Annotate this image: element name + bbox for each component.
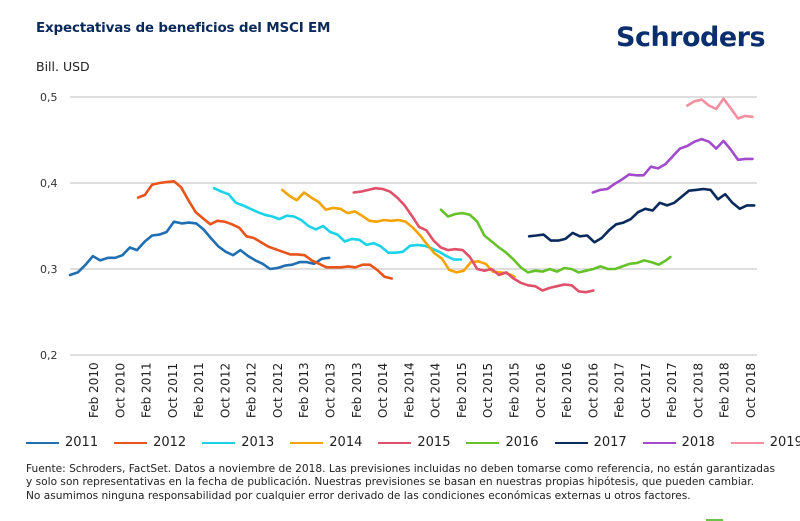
x-tick-label: Oct 2013 [324,363,338,418]
legend-swatch [378,441,412,444]
x-tick-label: Oct 2012 [218,363,232,418]
gridlines [70,96,757,356]
series-line-2011 [68,220,331,277]
y-tick-label: 0,2 [40,349,58,362]
y-tick-label: 0,5 [40,91,58,104]
legend-swatch [114,441,148,444]
series-line-2013 [212,186,463,261]
legend-swatch [554,441,588,444]
x-tick-label: Feb 2011 [192,362,206,418]
legend-swatch [290,441,324,444]
legend-item-2011: 2011 [26,435,98,450]
legend-label: 2017 [593,435,627,450]
series-line-2019 [685,97,754,120]
schroders-logo: Schroders [616,22,766,53]
legend-item-2015: 2015 [378,435,450,450]
legend-label: 2016 [505,435,539,450]
legend-item-2013: 2013 [202,435,274,450]
x-tick-label: Feb 2010 [87,362,101,418]
x-tick-label: Feb 2011 [140,362,154,418]
y-tick-labels: 0,2 0,3 0,4 0,5 [40,91,58,362]
footnote-line: No asumimos ninguna responsabilidad por … [26,489,691,502]
legend-label: 2013 [241,435,275,450]
x-tick-label: Feb 2013 [350,362,364,418]
x-tick-label: Oct 2014 [376,363,390,418]
x-tick-label: Feb 2012 [245,362,259,418]
chart-title: Expectativas de beneficios del MSCI EM [36,20,331,36]
legend-item-2016: 2016 [466,435,539,450]
x-tick-label: Oct 2018 [691,363,705,418]
legend-swatch [730,441,764,444]
y-axis-unit-label: Bill. USD [36,59,90,74]
legend-item-2017: 2017 [554,435,627,450]
series-line-2012 [136,180,393,280]
x-tick-labels: Feb 2010 Oct 2010 Feb 2011 Oct 2011 Feb 2011… [87,362,758,418]
corner-accent-mark [706,519,723,521]
series-line-2015 [352,186,595,294]
legend-item-2012: 2012 [114,435,186,450]
x-tick-label: Feb 2018 [718,362,732,418]
legend-item-2014: 2014 [290,435,362,450]
x-tick-label: Feb 2014 [402,362,416,418]
legend-label: 2015 [417,435,451,450]
x-tick-label: Feb 2016 [560,362,574,418]
x-tick-label: Oct 2014 [429,363,443,418]
legend-item-2018: 2018 [642,435,715,450]
x-tick-label: Feb 2015 [507,362,521,418]
y-tick-label: 0,4 [40,177,58,190]
x-tick-label: Oct 2016 [586,363,600,418]
legend: 2011 2012 2013 2014 2015 2016 2017 2018 2019 [26,435,800,450]
footnote: Fuente: Schroders, FactSet. Datos a novi… [26,463,786,503]
x-tick-label: Feb 2013 [297,362,311,418]
x-tick-label: Feb 2017 [665,362,679,418]
series-line-2018 [591,137,754,194]
legend-label: 2012 [153,435,187,450]
legend-swatch [202,441,236,444]
y-tick-label: 0,3 [40,263,58,276]
x-tick-label: Oct 2015 [481,363,495,418]
legend-swatch [466,441,500,444]
x-tick-label: Feb 2017 [613,362,627,418]
legend-label: 2011 [65,435,99,450]
x-tick-label: Oct 2010 [113,363,127,418]
series-line-2016 [439,208,672,274]
x-tick-label: Oct 2011 [166,363,180,418]
series-line-2014 [280,188,516,278]
x-tick-label: Feb 2015 [455,362,469,418]
x-tick-label: Oct 2012 [271,363,285,418]
legend-swatch [642,441,676,444]
footnote-line: Fuente: Schroders, FactSet. Datos a novi… [26,463,775,475]
legend-item-2019: 2019 [730,435,800,450]
series-lines [68,97,756,294]
legend-label: 2014 [329,435,363,450]
legend-swatch [26,441,59,444]
x-tick-label: Oct 2016 [534,363,548,418]
footnote-line: y solo son representativas en la fecha d… [26,476,755,489]
x-tick-label: Oct 2018 [744,363,758,418]
x-tick-label: Oct 2017 [639,363,653,418]
legend-label: 2019 [769,435,800,450]
series-line-2017 [527,187,756,244]
legend-label: 2018 [681,435,715,450]
